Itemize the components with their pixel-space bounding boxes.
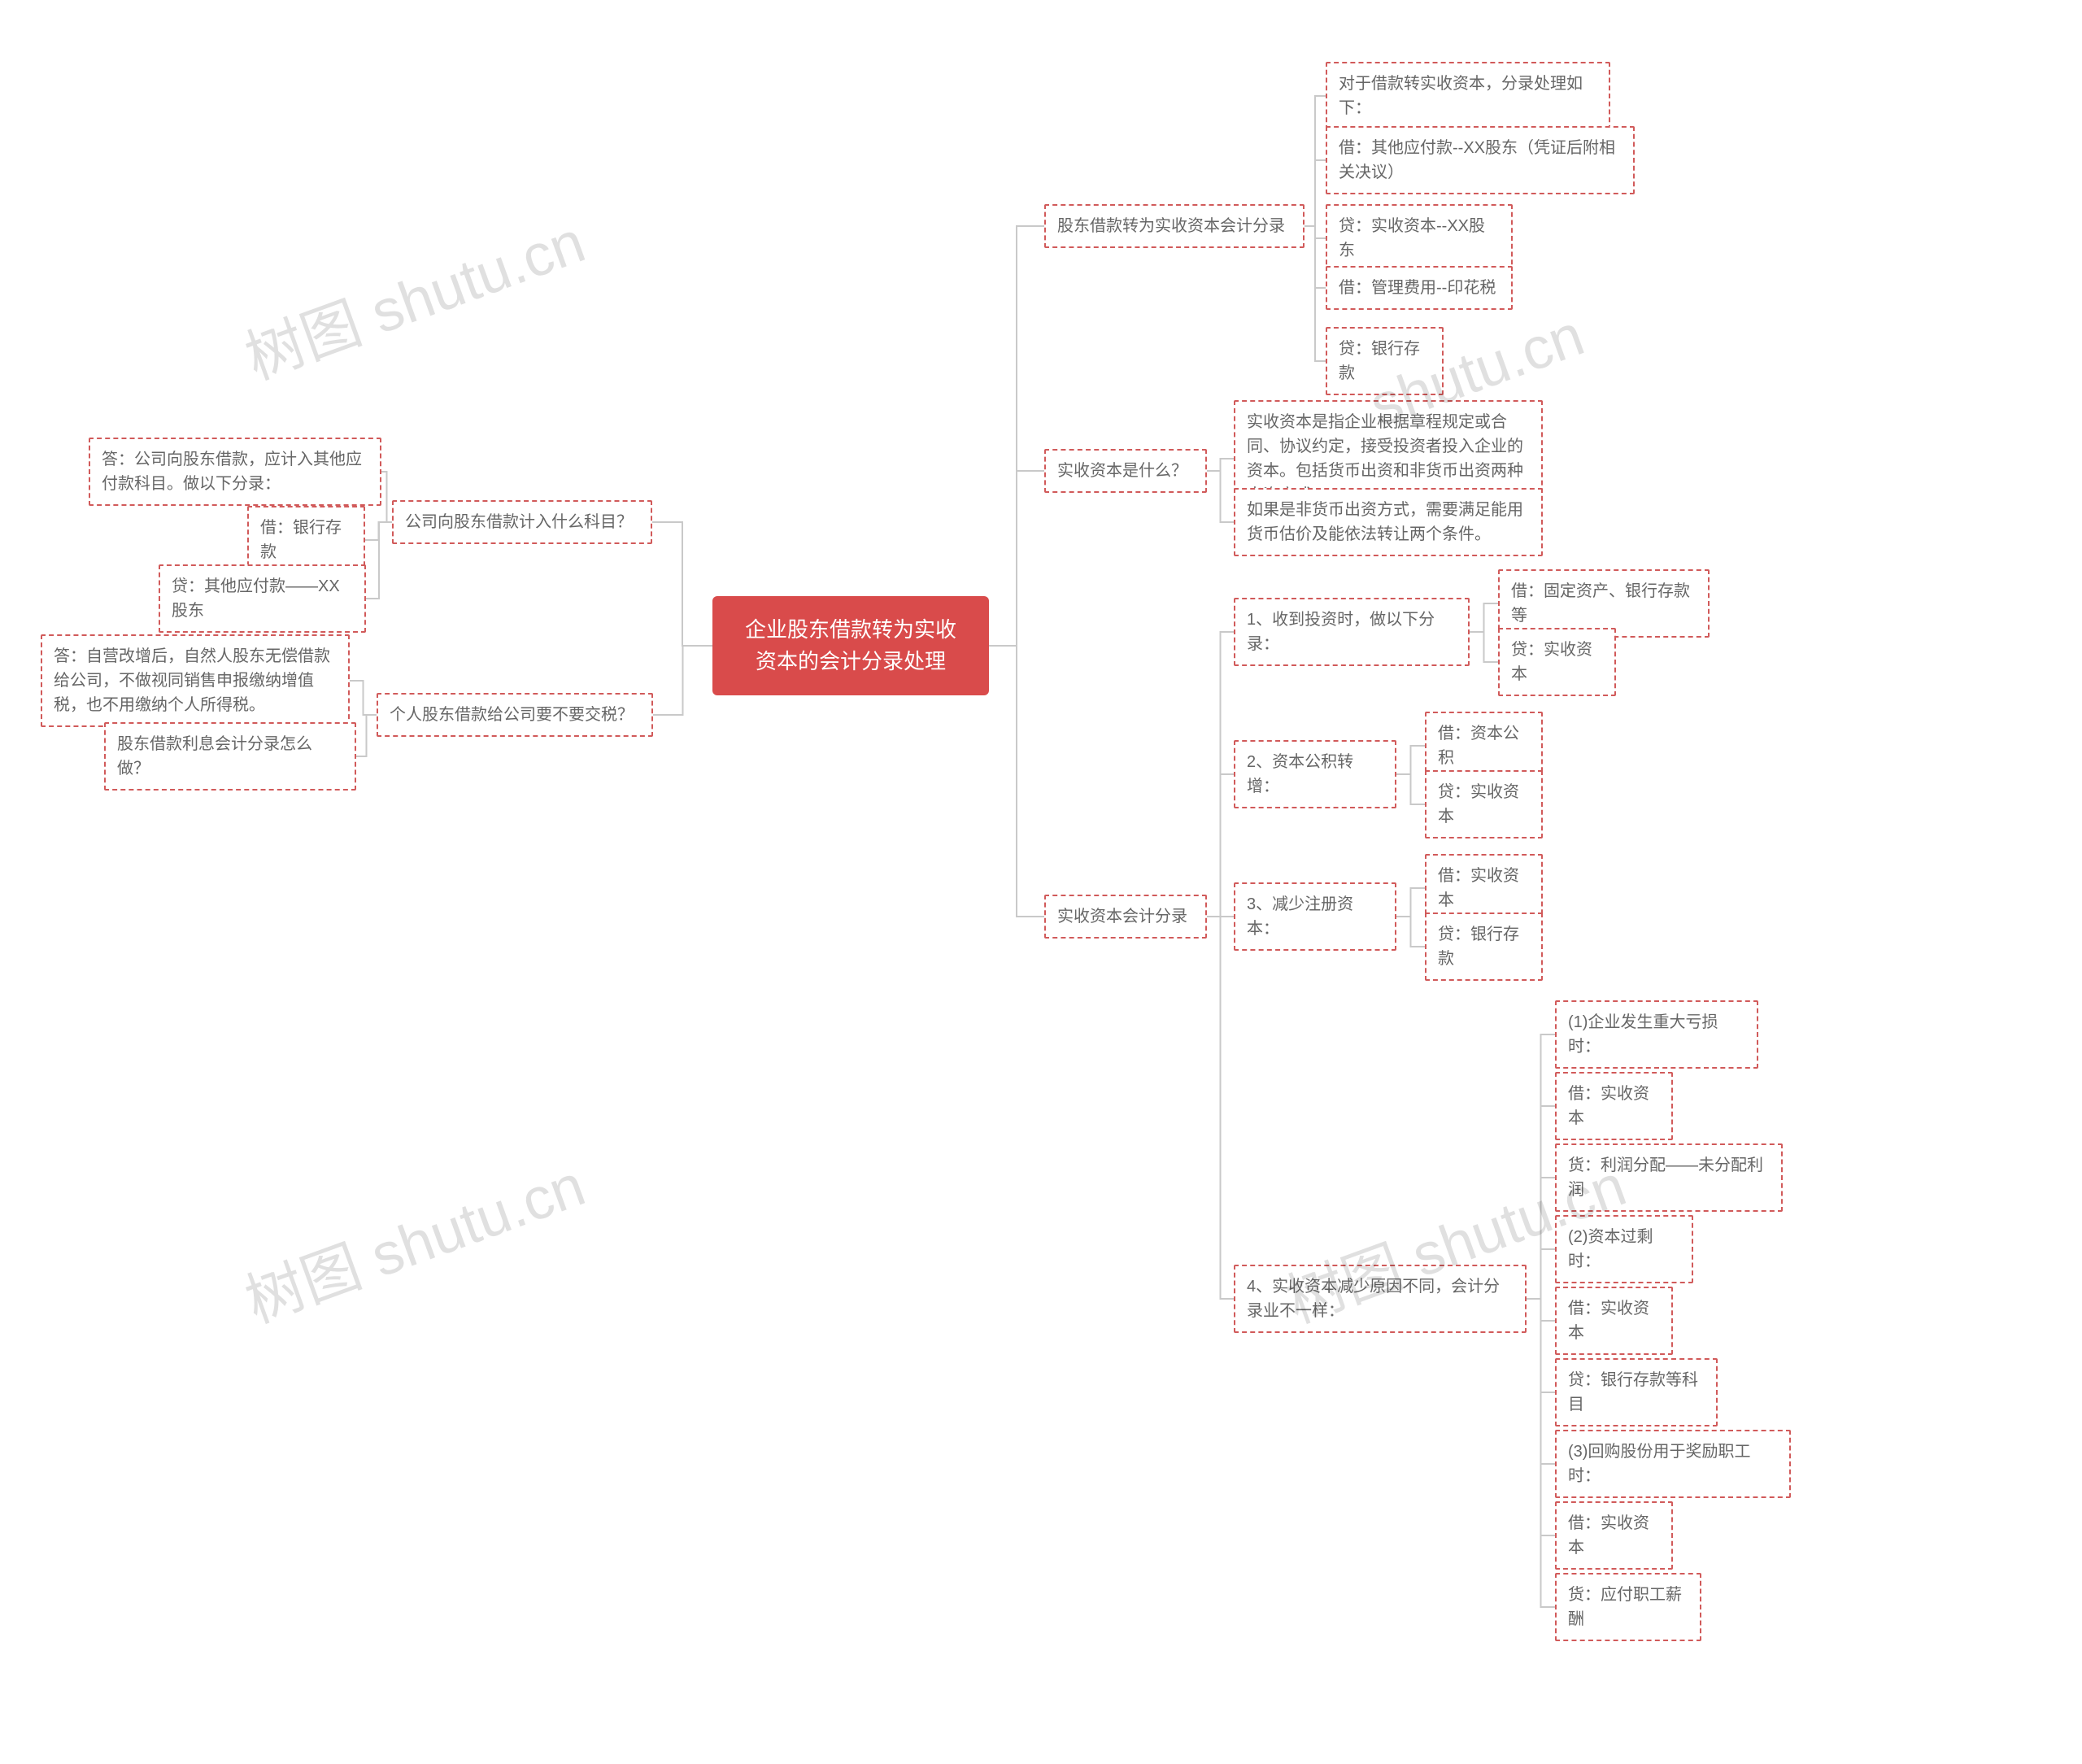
watermark: 树图 shutu.cn [232,1138,595,1339]
mindmap-node: (1)企业发生重大亏损时： [1555,1000,1758,1069]
mindmap-node: 答：公司向股东借款，应计入其他应付款科目。做以下分录： [89,438,381,506]
mindmap-node: 贷：其他应付款——XX股东 [159,564,366,633]
mindmap-node: 借：管理费用--印花税 [1326,266,1513,310]
mindmap-node: 货：利润分配——未分配利润 [1555,1143,1783,1212]
mindmap-node: 4、实收资本减少原因不同，会计分录业不一样： [1234,1265,1527,1333]
mindmap-node: 2、资本公积转增： [1234,740,1396,808]
mindmap-node: 贷：实收资本--XX股东 [1326,204,1513,272]
mindmap-node: (3)回购股份用于奖励职工时： [1555,1430,1791,1498]
mindmap-node: 借：其他应付款--XX股东（凭证后附相关决议） [1326,126,1635,194]
mindmap-node: 对于借款转实收资本，分录处理如下： [1326,62,1610,130]
mindmap-node: 如果是非货币出资方式，需要满足能用货币估价及能依法转让两个条件。 [1234,488,1543,556]
mindmap-node: 股东借款转为实收资本会计分录 [1044,204,1305,248]
mindmap-node: (2)资本过剩时： [1555,1215,1693,1283]
mindmap-node: 贷：银行存款等科目 [1555,1358,1718,1426]
mindmap-node: 贷：银行存款 [1425,912,1543,981]
root-node: 企业股东借款转为实收资本的会计分录处理 [712,596,989,695]
mindmap-node: 贷：实收资本 [1498,628,1616,696]
mindmap-node: 答：自营改增后，自然人股东无偿借款给公司，不做视同销售申报缴纳增值税，也不用缴纳… [41,634,350,727]
mindmap-node: 贷：银行存款 [1326,327,1444,395]
connector-layer [0,0,2082,1764]
watermark: 树图 shutu.cn [232,194,595,396]
mindmap-node: 借：实收资本 [1555,1072,1673,1140]
mindmap-node: 个人股东借款给公司要不要交税？ [377,693,653,737]
mindmap-node: 借：实收资本 [1555,1287,1673,1355]
mindmap-node: 1、收到投资时，做以下分录： [1234,598,1470,666]
mindmap-node: 借：实收资本 [1555,1501,1673,1570]
mindmap-node: 货：应付职工薪酬 [1555,1573,1701,1641]
mindmap-node: 3、减少注册资本： [1234,882,1396,951]
mindmap-node: 股东借款利息会计分录怎么做？ [104,722,356,791]
mindmap-node: 实收资本会计分录 [1044,895,1207,939]
mindmap-node: 实收资本是什么？ [1044,449,1207,493]
mindmap-node: 公司向股东借款计入什么科目？ [392,500,652,544]
mindmap-node: 贷：实收资本 [1425,770,1543,838]
